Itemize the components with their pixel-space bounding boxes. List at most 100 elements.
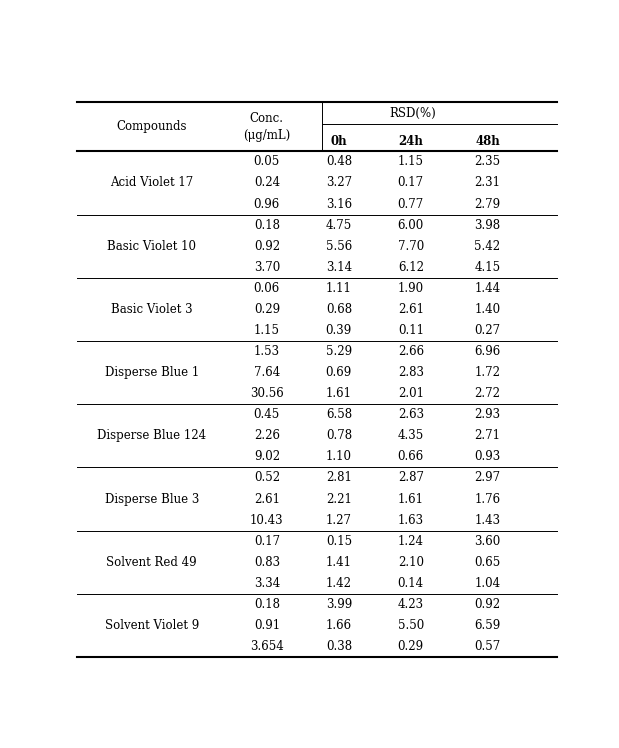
Text: Conc.: Conc.: [250, 112, 284, 125]
Text: 24h: 24h: [399, 135, 423, 148]
Text: 6.12: 6.12: [398, 261, 424, 274]
Text: 2.35: 2.35: [475, 156, 501, 168]
Text: 0.78: 0.78: [326, 429, 352, 442]
Text: 2.63: 2.63: [398, 408, 424, 421]
Text: 4.75: 4.75: [326, 218, 352, 232]
Text: 10.43: 10.43: [250, 514, 284, 527]
Text: 2.61: 2.61: [398, 303, 424, 316]
Text: 1.04: 1.04: [475, 577, 501, 590]
Text: 1.66: 1.66: [326, 619, 352, 632]
Text: 0.38: 0.38: [326, 640, 352, 653]
Text: 3.654: 3.654: [250, 640, 284, 653]
Text: 5.50: 5.50: [397, 619, 424, 632]
Text: 1.42: 1.42: [326, 577, 352, 590]
Text: 1.61: 1.61: [398, 492, 424, 506]
Text: 0.93: 0.93: [474, 450, 501, 464]
Text: 0.29: 0.29: [254, 303, 280, 316]
Text: 2.81: 2.81: [326, 471, 352, 485]
Text: 0h: 0h: [331, 135, 347, 148]
Text: 6.58: 6.58: [326, 408, 352, 421]
Text: 0.27: 0.27: [475, 324, 501, 337]
Text: 7.64: 7.64: [254, 366, 280, 379]
Text: 0.92: 0.92: [475, 598, 501, 611]
Text: 30.56: 30.56: [250, 387, 284, 400]
Text: 2.97: 2.97: [475, 471, 501, 485]
Text: 1.63: 1.63: [398, 514, 424, 527]
Text: 1.27: 1.27: [326, 514, 352, 527]
Text: 1.41: 1.41: [326, 556, 352, 568]
Text: 1.43: 1.43: [475, 514, 501, 527]
Text: 1.40: 1.40: [475, 303, 501, 316]
Text: Disperse Blue 3: Disperse Blue 3: [105, 492, 199, 506]
Text: 3.14: 3.14: [326, 261, 352, 274]
Text: 2.79: 2.79: [475, 197, 501, 211]
Text: 0.24: 0.24: [254, 177, 280, 189]
Text: 0.66: 0.66: [397, 450, 424, 464]
Text: Solvent Red 49: Solvent Red 49: [106, 556, 197, 568]
Text: 4.15: 4.15: [475, 261, 501, 274]
Text: 0.57: 0.57: [474, 640, 501, 653]
Text: 6.00: 6.00: [397, 218, 424, 232]
Text: 0.29: 0.29: [398, 640, 424, 653]
Text: 3.34: 3.34: [254, 577, 280, 590]
Text: 0.52: 0.52: [254, 471, 280, 485]
Text: 5.42: 5.42: [475, 239, 501, 253]
Text: 1.10: 1.10: [326, 450, 352, 464]
Text: 1.76: 1.76: [475, 492, 501, 506]
Text: 6.96: 6.96: [474, 345, 501, 358]
Text: 0.69: 0.69: [326, 366, 352, 379]
Text: 2.93: 2.93: [475, 408, 501, 421]
Text: 2.01: 2.01: [398, 387, 424, 400]
Text: 7.70: 7.70: [397, 239, 424, 253]
Text: 3.99: 3.99: [326, 598, 352, 611]
Text: 0.77: 0.77: [397, 197, 424, 211]
Text: 2.87: 2.87: [398, 471, 424, 485]
Text: 0.92: 0.92: [254, 239, 280, 253]
Text: 0.14: 0.14: [398, 577, 424, 590]
Text: 0.91: 0.91: [254, 619, 280, 632]
Text: 0.17: 0.17: [398, 177, 424, 189]
Text: Acid Violet 17: Acid Violet 17: [110, 177, 193, 189]
Text: 1.53: 1.53: [254, 345, 280, 358]
Text: Compounds: Compounds: [116, 120, 187, 133]
Text: 0.11: 0.11: [398, 324, 424, 337]
Text: 1.90: 1.90: [398, 282, 424, 295]
Text: 0.65: 0.65: [474, 556, 501, 568]
Text: 3.70: 3.70: [254, 261, 280, 274]
Text: 3.16: 3.16: [326, 197, 352, 211]
Text: 4.23: 4.23: [398, 598, 424, 611]
Text: 1.11: 1.11: [326, 282, 352, 295]
Text: 0.15: 0.15: [326, 535, 352, 548]
Text: RSD(%): RSD(%): [390, 107, 436, 120]
Text: Solvent Violet 9: Solvent Violet 9: [105, 619, 199, 632]
Text: 0.06: 0.06: [254, 282, 280, 295]
Text: 5.29: 5.29: [326, 345, 352, 358]
Text: 0.18: 0.18: [254, 218, 280, 232]
Text: 2.10: 2.10: [398, 556, 424, 568]
Text: 0.17: 0.17: [254, 535, 280, 548]
Text: 0.45: 0.45: [254, 408, 280, 421]
Text: 0.05: 0.05: [254, 156, 280, 168]
Text: 4.35: 4.35: [397, 429, 424, 442]
Text: 3.60: 3.60: [474, 535, 501, 548]
Text: 2.61: 2.61: [254, 492, 280, 506]
Text: 0.68: 0.68: [326, 303, 352, 316]
Text: 0.96: 0.96: [254, 197, 280, 211]
Text: 2.71: 2.71: [475, 429, 501, 442]
Text: 0.18: 0.18: [254, 598, 280, 611]
Text: 2.21: 2.21: [326, 492, 352, 506]
Text: 2.26: 2.26: [254, 429, 280, 442]
Text: 48h: 48h: [475, 135, 500, 148]
Text: Basic Violet 10: Basic Violet 10: [107, 239, 196, 253]
Text: 0.83: 0.83: [254, 556, 280, 568]
Text: (μg/mL): (μg/mL): [243, 129, 290, 141]
Text: 1.15: 1.15: [398, 156, 424, 168]
Text: 3.98: 3.98: [475, 218, 501, 232]
Text: 5.56: 5.56: [326, 239, 352, 253]
Text: Disperse Blue 124: Disperse Blue 124: [97, 429, 206, 442]
Text: Basic Violet 3: Basic Violet 3: [111, 303, 193, 316]
Text: 3.27: 3.27: [326, 177, 352, 189]
Text: 0.39: 0.39: [326, 324, 352, 337]
Text: 0.48: 0.48: [326, 156, 352, 168]
Text: 2.66: 2.66: [398, 345, 424, 358]
